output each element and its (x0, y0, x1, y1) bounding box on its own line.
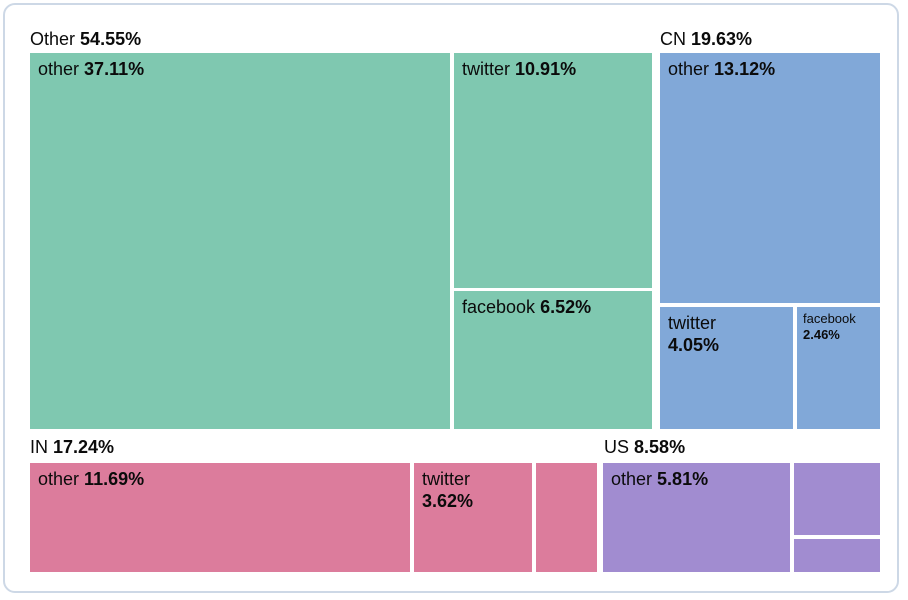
cell-percent: 5.81% (657, 469, 709, 489)
group-percent: 19.63% (691, 29, 753, 49)
cell-us-other[interactable]: other 5.81% (603, 463, 790, 572)
cell-in-unlabeled[interactable] (536, 463, 597, 572)
cell-name: twitter (462, 59, 511, 79)
cell-percent: 37.11% (84, 59, 145, 79)
cell-percent: 3.62% (422, 491, 474, 511)
cell-label: other 5.81% (603, 463, 790, 490)
cell-name: other (38, 59, 80, 79)
group-name: IN (30, 437, 48, 457)
cell-name: other (668, 59, 710, 79)
cell-percent: 4.05% (668, 335, 720, 355)
cell-name: twitter (668, 313, 717, 333)
cell-in-twitter[interactable]: twitter 3.62% (414, 463, 532, 572)
cell-label: twitter 10.91% (454, 53, 652, 80)
cell-label: facebook 6.52% (454, 291, 652, 318)
cell-name: twitter (422, 469, 471, 489)
group-name: US (604, 437, 630, 457)
cell-percent: 2.46% (803, 327, 840, 342)
group-percent: 54.55% (80, 29, 142, 49)
cell-cn-facebook[interactable]: facebook 2.46% (797, 307, 880, 429)
cell-other-other[interactable]: other 37.11% (30, 53, 450, 429)
group-percent: 17.24% (53, 437, 115, 457)
cell-label: other 13.12% (660, 53, 880, 80)
cell-label: other 37.11% (30, 53, 450, 80)
cell-us-unlabeled-top[interactable] (794, 463, 880, 535)
cell-percent: 11.69% (84, 469, 145, 489)
cell-in-other[interactable]: other 11.69% (30, 463, 410, 572)
cell-percent: 10.91% (515, 59, 577, 79)
cell-name: other (38, 469, 80, 489)
group-name: CN (660, 29, 686, 49)
cell-name: facebook (803, 311, 856, 326)
cell-cn-twitter[interactable]: twitter 4.05% (660, 307, 793, 429)
group-label-us: US 8.58% (604, 436, 685, 458)
cell-name: facebook (462, 297, 536, 317)
cell-label: facebook 2.46% (797, 307, 880, 343)
cell-cn-other[interactable]: other 13.12% (660, 53, 880, 303)
cell-name: other (611, 469, 653, 489)
group-label-in: IN 17.24% (30, 436, 114, 458)
cell-other-twitter[interactable]: twitter 10.91% (454, 53, 652, 288)
group-name: Other (30, 29, 76, 49)
cell-label: other 11.69% (30, 463, 410, 490)
group-label-other: Other 54.55% (30, 28, 141, 50)
cell-label: twitter 4.05% (660, 307, 793, 356)
cell-other-facebook[interactable]: facebook 6.52% (454, 291, 652, 429)
cell-percent: 13.12% (714, 59, 776, 79)
group-percent: 8.58% (634, 437, 686, 457)
cell-percent: 6.52% (540, 297, 592, 317)
group-label-cn: CN 19.63% (660, 28, 752, 50)
cell-label: twitter 3.62% (414, 463, 532, 512)
cell-us-unlabeled-bottom[interactable] (794, 539, 880, 572)
